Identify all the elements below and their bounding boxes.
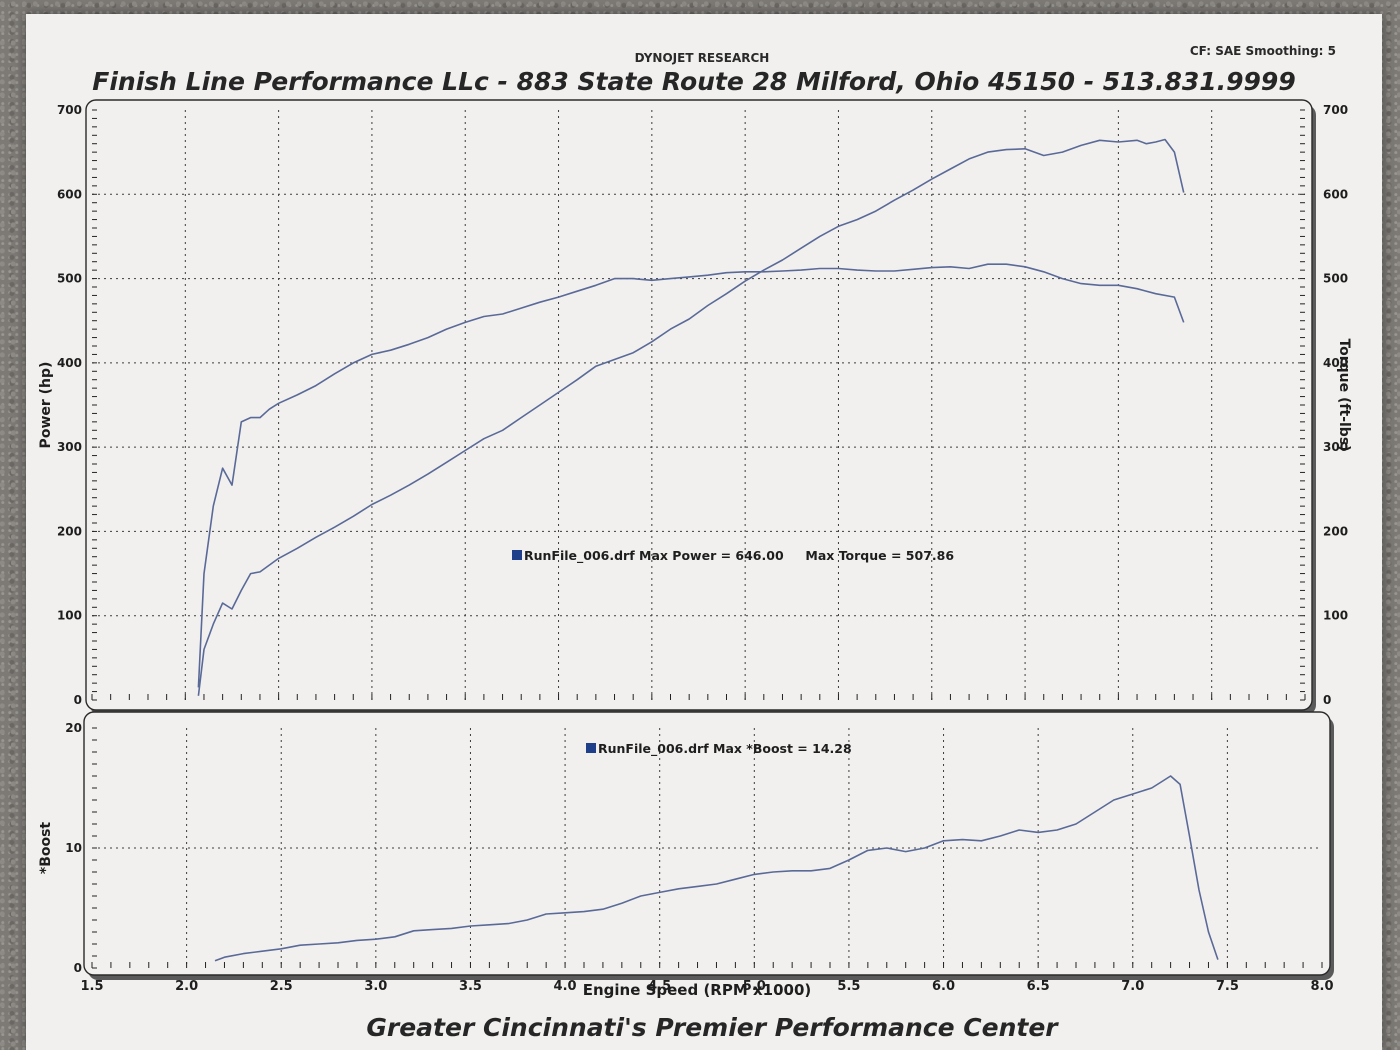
boost-chart-legend: RunFile_006.drf Max *Boost = 14.28 [586, 741, 852, 757]
power-torque-chart-ytick-label: 600 [57, 187, 82, 201]
power-torque-chart-ytick-label: 200 [57, 524, 82, 538]
power-torque-chart-y-axis-label: Power (hp) [38, 362, 54, 449]
boost-chart-xtick-label: 3.5 [459, 979, 482, 994]
power-torque-chart-y2tick-label: 600 [1323, 187, 1348, 201]
power-torque-chart-ytick-label: 0 [74, 693, 82, 707]
power-torque-chart-frame [85, 99, 1313, 711]
company-label: DYNOJET RESEARCH [635, 51, 770, 65]
boost-chart-xtick-label: 7.0 [1121, 979, 1144, 994]
boost-chart-xtick-label: 4.0 [554, 979, 577, 994]
power-torque-chart-y2tick-label: 400 [1323, 356, 1348, 370]
boost-chart-xtick-label: 6.0 [932, 979, 955, 994]
footer-slogan: Greater Cincinnati's Premier Performance… [366, 1013, 1059, 1042]
power-torque-chart-ytick-label: 500 [57, 272, 82, 286]
boost-chart-ytick-label: 0 [74, 961, 82, 975]
boost-chart-frame [83, 711, 1331, 976]
boost-chart-ytick-label: 10 [65, 841, 82, 855]
power-torque-chart-ytick-label: 700 [57, 103, 82, 117]
power-torque-chart-y2tick-label: 100 [1323, 609, 1348, 623]
power-torque-chart-y2tick-label: 700 [1323, 103, 1348, 117]
power-torque-chart-y2tick-label: 500 [1323, 272, 1348, 286]
power-torque-chart-y2tick-label: 0 [1323, 693, 1331, 707]
power-torque-chart-ytick-label: 100 [57, 609, 82, 623]
page-title: Finish Line Performance LLc - 883 State … [92, 67, 1295, 96]
power-torque-chart-ytick-label: 300 [57, 440, 82, 454]
boost-panel: 0 10 20 1.5 2.0 2.5 3.0 3.5 4.0 4.5 5.0 5.5 6.0 6.5 7.… [38, 711, 1334, 999]
power-torque-chart-ytick-label: 400 [57, 356, 82, 370]
boost-chart-xtick-label: 4.5 [648, 979, 671, 994]
boost-chart-xtick-label: 6.5 [1027, 979, 1050, 994]
boost-chart-xtick-label: 1.5 [80, 979, 103, 994]
boost-curve [214, 775, 1219, 962]
boost-chart-xtick-label: 2.0 [175, 979, 198, 994]
torque-curve [197, 263, 1185, 688]
boost-chart-y-axis-label: *Boost [38, 822, 54, 875]
boost-chart-xtick-label: 5.0 [743, 979, 766, 994]
boost-chart-xtick-label: 5.5 [837, 979, 860, 994]
power-torque-chart-legend-text: RunFile_006.drf Max Power = 646.00 Max T… [524, 548, 954, 564]
boost-chart-legend-marker [586, 743, 596, 753]
power-torque-chart-legend-marker [512, 550, 522, 560]
boost-chart-ytick-label: 20 [65, 721, 82, 735]
power-curve [197, 138, 1185, 696]
boost-chart-xtick-label: 2.5 [270, 979, 293, 994]
settings-label: CF: SAE Smoothing: 5 [1190, 44, 1336, 58]
boost-chart-x-axis-label: Engine Speed (RPM x1000) [583, 981, 812, 999]
power-torque-chart-legend: RunFile_006.drf Max Power = 646.00 Max T… [512, 548, 954, 564]
power-torque-chart-y2tick-label: 300 [1323, 440, 1348, 454]
power-torque-panel: 0 100 200 300 400 500 600 700 0 100 200 300 400 500 60… [38, 99, 1352, 715]
boost-chart-xtick-label: 8.0 [1310, 979, 1333, 994]
boost-chart-xtick-label: 7.5 [1216, 979, 1239, 994]
boost-chart-legend-text: RunFile_006.drf Max *Boost = 14.28 [598, 741, 852, 757]
power-torque-chart-y2-axis-label: Torque (ft-lbs) [1336, 338, 1352, 451]
boost-chart-xtick-label: 3.0 [364, 979, 387, 994]
power-torque-chart-y2tick-label: 200 [1323, 524, 1348, 538]
